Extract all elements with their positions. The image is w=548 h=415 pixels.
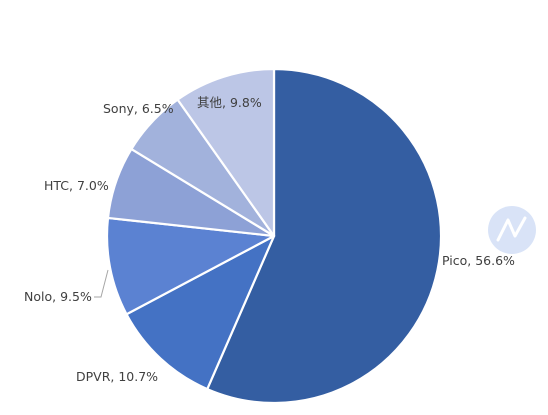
data-label-dpvr: DPVR, 10.7% [76, 369, 158, 384]
watermark-logo [488, 206, 536, 254]
pie-slice-pico [206, 67, 443, 405]
data-label-其他: 其他, 9.8% [197, 95, 262, 110]
pie-slice-其他 [176, 67, 276, 238]
pie-slice-dpvr [125, 234, 276, 391]
data-label-pico: Pico, 56.6% [442, 253, 515, 268]
data-label-htc: HTC, 7.0% [44, 178, 109, 193]
data-label-sony: Sony, 6.5% [103, 101, 174, 116]
leader-line-nolo [94, 269, 109, 298]
pie-slice-nolo [105, 216, 276, 316]
data-label-nolo: Nolo, 9.5% [24, 289, 92, 304]
